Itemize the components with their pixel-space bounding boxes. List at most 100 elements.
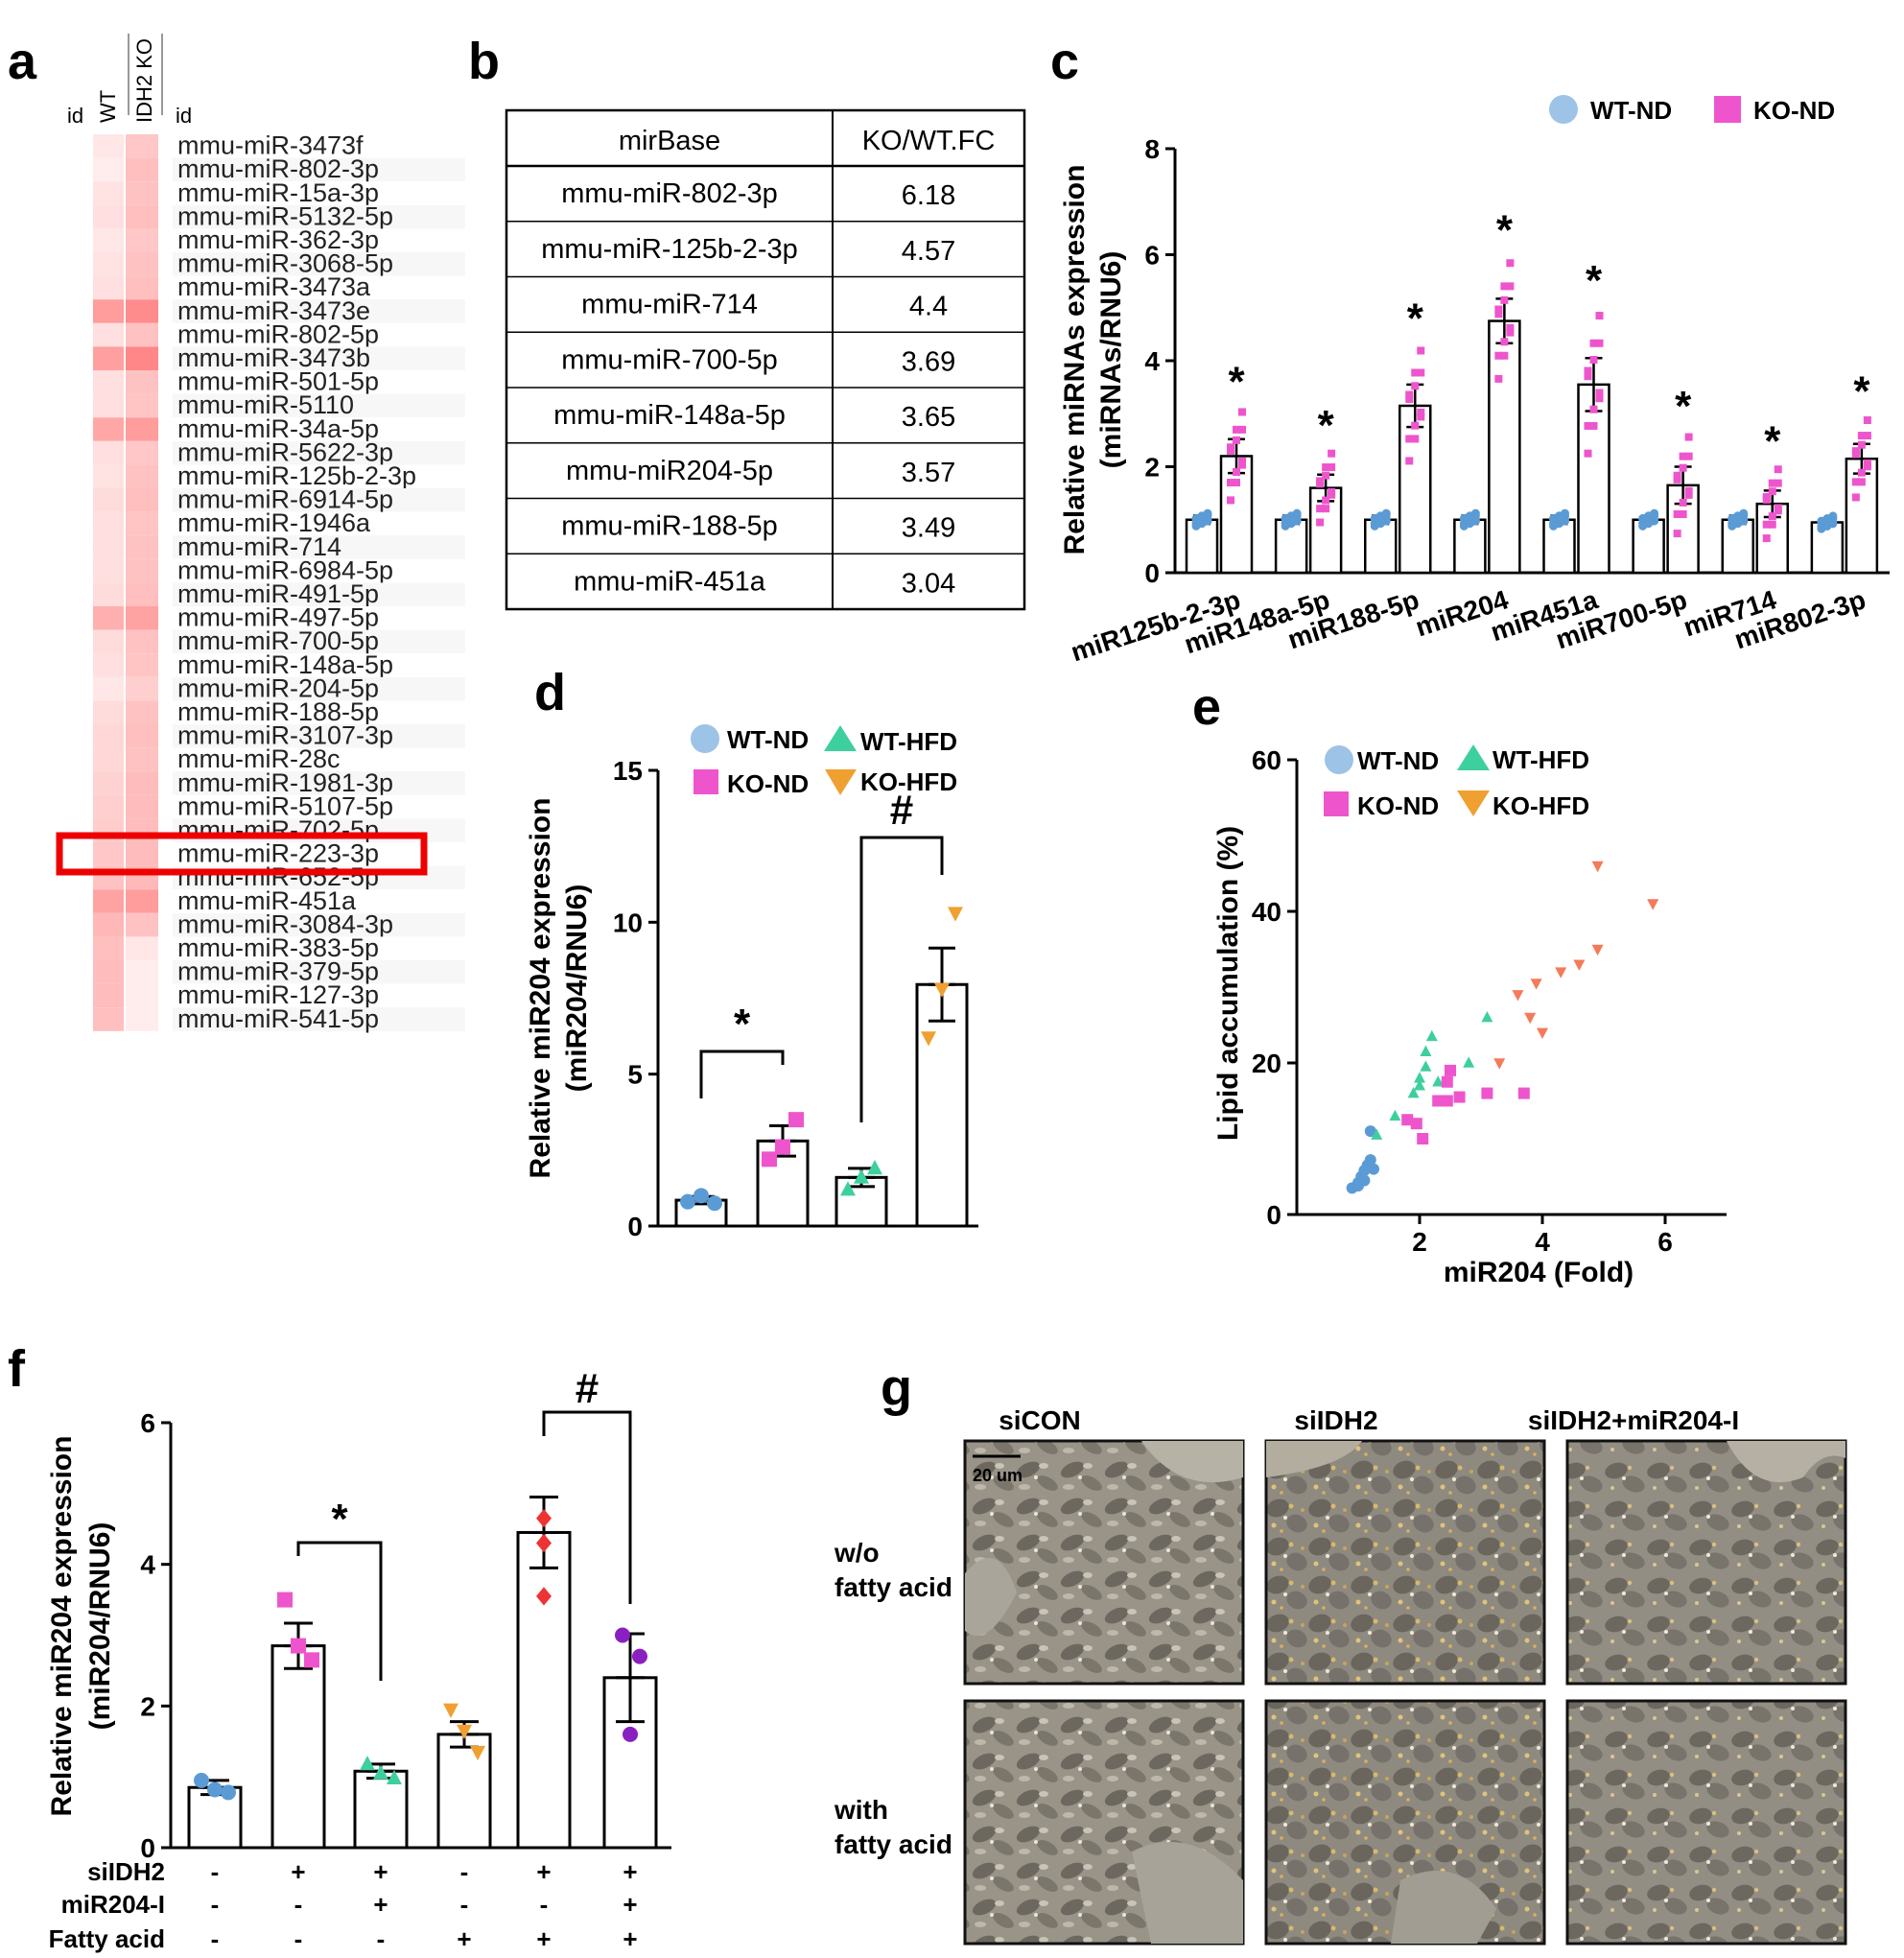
table-cell-mirbase: mmu-miR204-5p — [566, 456, 773, 486]
legend-ko-nd-marker — [1714, 96, 1741, 123]
heatmap-row-label: mmu-miR-3084-3p — [177, 909, 393, 938]
panel-g-micrographs: g — [834, 1359, 1847, 1946]
heatmap-row-label: mmu-miR-5110 — [177, 390, 354, 419]
e-point-ko-hfd — [1647, 899, 1659, 910]
e-point-wt-nd — [1364, 1154, 1376, 1167]
heatmap-label-bg — [173, 134, 465, 158]
f-significance-bracket — [296, 1541, 383, 1681]
panel-label-b: b — [468, 33, 500, 90]
heatmap-cell-ko — [126, 322, 158, 347]
f-condition-value: + — [623, 1924, 637, 1953]
f-point — [277, 1592, 293, 1608]
heatmap-row-label: mmu-miR-541-5p — [177, 1004, 379, 1033]
heatmap-cell-wt — [93, 1007, 124, 1031]
d-point — [921, 1031, 936, 1047]
table-cell-fc: 6.18 — [902, 180, 955, 211]
heatmap-cell-ko — [126, 676, 158, 701]
table-cell-fc: 3.69 — [902, 346, 955, 377]
legend-e-wt-hfd-marker — [1457, 744, 1490, 770]
heatmap-cell-ko — [126, 370, 158, 394]
heatmap-row-label: mmu-miR-5107-5p — [177, 791, 393, 820]
table-rows: mmu-miR-802-3p 6.18 mmu-miR-125b-2-3p 4.57 m… — [506, 178, 1024, 599]
e-point-ko-nd — [1453, 1091, 1466, 1103]
panel-label-d: d — [534, 664, 566, 721]
panel-a-heatmap: a id WT IDH2 KO id mmu-miR-3473fmmu-miR-… — [8, 33, 465, 1033]
legend-e-wt-nd-marker — [1325, 745, 1353, 774]
legend-ko-nd-label: KO-ND — [1753, 96, 1835, 125]
legend-d-wt-hfd-label: WT-HFD — [860, 727, 957, 756]
micrograph-sicon-no-fa — [963, 1439, 1245, 1686]
e-point-wt-hfd — [1414, 1072, 1425, 1083]
c-point-ko-nd — [1233, 467, 1240, 476]
c-point-ko-nd — [1411, 382, 1420, 390]
e-point-wt-nd — [1368, 1163, 1379, 1175]
table-cell-fc: 4.4 — [909, 292, 948, 322]
panel-label-a: a — [8, 33, 37, 90]
heatmap-cell-ko — [126, 936, 158, 960]
micro-col-sicon: siCON — [999, 1405, 1081, 1435]
c-point-ko-nd — [1316, 505, 1325, 513]
e-point-ko-nd — [1517, 1087, 1530, 1099]
heatmap-label-bg — [173, 393, 465, 418]
panel-d-bar-chart: d WT-ND WT-HFD KO-ND KO-HFD Relative miR… — [525, 664, 978, 1241]
e-y-tick-label: 40 — [1252, 897, 1281, 927]
heatmap-row-label: mmu-miR-362-3p — [177, 225, 379, 254]
heatmap-cell-ko — [126, 204, 158, 229]
c-point-ko-nd — [1322, 463, 1330, 472]
heatmap-row-label: mmu-miR-127-3p — [177, 980, 379, 1009]
table-cell-mirbase: mmu-miR-148a-5p — [553, 400, 786, 431]
c-significance-star: * — [1496, 207, 1514, 254]
d-significance-bracket — [859, 836, 944, 1122]
heatmap-cell-wt — [93, 983, 124, 1008]
micrograph-siidh2-no-fa — [1264, 1439, 1546, 1686]
heatmap-row-label: mmu-miR-700-5p — [177, 626, 379, 655]
heatmap-row-label: mmu-miR-802-5p — [177, 319, 379, 348]
c-point-ko-nd — [1851, 493, 1860, 502]
heatmap-row-label: mmu-miR-148a-5p — [177, 650, 393, 679]
heatmap-row-label: mmu-miR-491-5p — [177, 579, 379, 608]
e-point-ko-nd — [1432, 1095, 1445, 1107]
e-x-tick-label: 4 — [1535, 1227, 1550, 1257]
f-significance-label: # — [576, 1365, 599, 1412]
f-point — [291, 1638, 306, 1654]
f-y-tick-label: 2 — [140, 1691, 155, 1721]
heatmap-label-bg — [173, 936, 465, 960]
panel-b-table: b mirBase KO/WT.FC mmu-miR-802-3p 6.18mmu… — [468, 33, 1026, 611]
heatmap-label-bg — [173, 629, 465, 654]
c-point-ko-nd — [1589, 356, 1598, 365]
heatmap-cell-wt — [93, 299, 124, 323]
heatmap-label-bg — [173, 181, 465, 205]
c-point-ko-nd — [1673, 471, 1681, 480]
f-ylabel: Relative miR204 expression — [46, 1436, 78, 1817]
heatmap-row-label: mmu-miR-204-5p — [177, 673, 379, 702]
f-condition-label: Fatty acid — [49, 1924, 165, 1953]
legend-d-ko-nd-label: KO-ND — [727, 769, 809, 798]
scale-bar-label: 20 um — [973, 1466, 1023, 1485]
heatmap-col-id-right: id — [176, 104, 192, 128]
legend-d-wt-nd-label: WT-ND — [727, 725, 809, 754]
table-cell-mirbase: mmu-miR-700-5p — [561, 344, 778, 375]
legend-d-ko-hfd-label: KO-HFD — [860, 767, 957, 796]
table-cell-mirbase: mmu-miR-188-5p — [561, 511, 778, 542]
c-point-ko-nd — [1233, 436, 1240, 444]
f-point — [470, 1745, 485, 1761]
c-significance-star: * — [1675, 383, 1692, 430]
c-point-ko-nd — [1494, 305, 1503, 314]
heatmap-cell-ko — [126, 653, 158, 677]
d-point — [680, 1193, 695, 1210]
c-y-tick-label: 0 — [1144, 558, 1160, 588]
e-point-wt-hfd — [1463, 1056, 1475, 1068]
heatmap-label-bg — [173, 346, 465, 370]
e-point-ko-hfd — [1537, 1027, 1548, 1039]
d-point — [693, 1188, 709, 1204]
heatmap-label-bg — [173, 370, 465, 394]
legend-e-ko-nd-marker — [1324, 791, 1349, 816]
heatmap-row-label: mmu-miR-3107-3p — [177, 721, 393, 750]
heatmap-cell-ko — [126, 724, 158, 748]
heatmap-col-id-left: id — [67, 104, 83, 128]
heatmap-cell-wt — [93, 417, 124, 441]
f-significance-bracket — [542, 1410, 632, 1604]
e-point-ko-hfd — [1573, 959, 1586, 971]
legend-e-ko-nd-label: KO-ND — [1357, 791, 1439, 820]
f-condition-value: + — [536, 1924, 551, 1953]
